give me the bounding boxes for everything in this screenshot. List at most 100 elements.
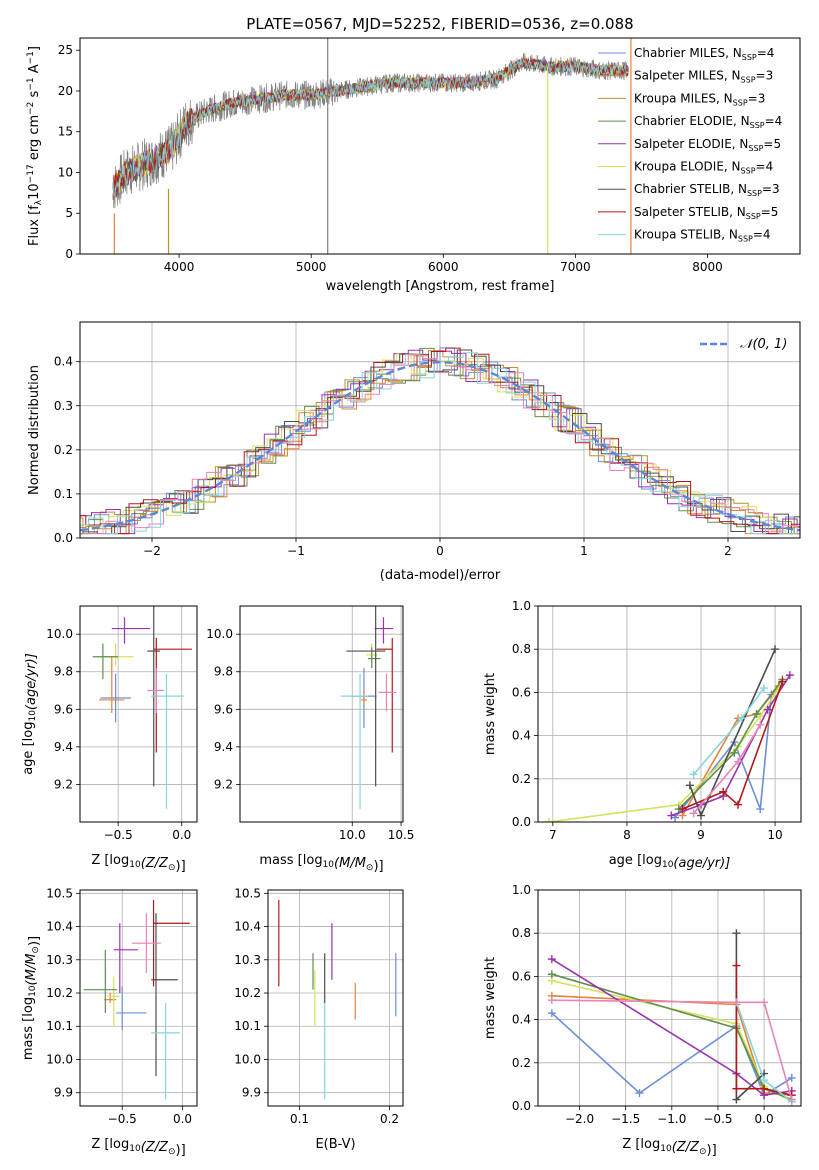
age-vs-Z-frame — [79, 605, 198, 823]
tick-label-y: 0.6 — [512, 685, 531, 699]
label-part: Salpeter MILES, N — [634, 69, 741, 83]
spectrum-frame — [79, 37, 801, 255]
tick-label-x: 8 — [623, 828, 631, 842]
label-part: −17 — [26, 164, 36, 183]
tick-label-x: 10.5 — [388, 828, 415, 842]
label-part: SSP — [733, 98, 748, 107]
label-part: erg cm — [27, 115, 42, 164]
x-axis-label-sub: 10 — [129, 1144, 141, 1154]
label-part: SSP — [741, 76, 756, 85]
errorbar-point-2 — [100, 643, 134, 667]
tick-label-y: 10.0 — [46, 627, 73, 641]
errorbar-point-3 — [92, 643, 119, 680]
series-marker — [785, 671, 794, 680]
series-marker — [760, 998, 769, 1007]
errorbar-point-3 — [367, 647, 381, 668]
x-axis-label-main: age [log — [609, 853, 662, 868]
y-axis-label: mass weight — [483, 673, 498, 755]
label-part: =3 — [756, 69, 774, 83]
legend-entry: Chabrier ELODIE, NSSP=4 — [634, 114, 782, 130]
series-marker — [787, 1095, 796, 1104]
histogram-step-7 — [80, 347, 800, 535]
tick-label-y: 9.6 — [54, 702, 73, 716]
series-marker — [763, 705, 772, 714]
legend-entry: 𝒩(0, 1) — [740, 337, 787, 352]
normal-curve — [80, 360, 800, 532]
figure-title: PLATE=0567, MJD=52252, FIBERID=0536, z=0… — [246, 15, 633, 33]
errorbar-point-5 — [151, 913, 178, 1077]
tick-label-y: 10.1 — [234, 1019, 261, 1033]
axes-mass-vs-ebv: 0.1 0.2 9.9 10.0 10.1 10.2 10.3 10.4 10.5 — [234, 886, 403, 1126]
tick-label-x: −1.0 — [657, 1112, 686, 1126]
x-axis-label-main: Z [log — [622, 1137, 660, 1152]
tick-label-y: 9.8 — [214, 665, 233, 679]
errorbar-point-4 — [374, 617, 394, 644]
x-axis-label-rest: (Z/Z — [141, 856, 169, 871]
errorbar-point-7 — [151, 1002, 181, 1100]
x-axis-label-sun: ⊙ — [168, 1147, 176, 1157]
mass-vs-Z-frame — [79, 889, 198, 1107]
series-line-6 — [682, 681, 784, 810]
series-marker — [732, 961, 741, 970]
legend-entry: Kroupa STELIB, NSSP=4 — [634, 228, 771, 244]
errorbar-point-8 — [147, 667, 164, 714]
series-marker — [689, 770, 698, 779]
x-axis-label-rest: (Z/Z — [672, 1140, 700, 1155]
series-marker — [787, 1073, 796, 1082]
x-axis-label-main: E(B-V) — [315, 1137, 355, 1152]
label-part: −1 — [26, 77, 36, 90]
label-part: A — [27, 64, 42, 77]
label-part: Kroupa MILES, N — [634, 91, 733, 105]
tick-label-x: 8000 — [692, 260, 723, 274]
series-marker — [760, 1076, 769, 1085]
errorbar-point-8 — [378, 673, 397, 712]
histogram-step-0 — [80, 347, 800, 535]
series-line-6 — [735, 965, 792, 1096]
series-marker — [730, 748, 739, 757]
label-part: =4 — [765, 114, 783, 128]
tick-label-y: 10.2 — [46, 986, 73, 1000]
tick-label-y: 9.8 — [54, 665, 73, 679]
tick-label-y: 1.0 — [512, 599, 531, 613]
tick-label-x: 4000 — [164, 260, 195, 274]
legend-entry: Chabrier MILES, NSSP=4 — [634, 46, 774, 62]
label-part: 10 — [27, 183, 42, 200]
legend-entry: Salpeter MILES, NSSP=3 — [634, 69, 773, 85]
tick-label-y: 9.9 — [242, 1086, 261, 1100]
x-axis-label-rest: (Z/Z — [141, 1140, 169, 1155]
massweight-vs-age-frame — [537, 605, 802, 823]
label-part: =4 — [753, 228, 771, 242]
series-line-3 — [678, 678, 784, 810]
x-axis-label-sun: ⊙ — [699, 1147, 707, 1157]
x-axis-label-main: Z [log — [91, 853, 129, 868]
tick-label-x: 7 — [549, 828, 557, 842]
tick-label-x: 10.0 — [339, 828, 366, 842]
legend-entry: Kroupa ELODIE, NSSP=4 — [634, 160, 773, 176]
axes-age-vs-Z: −0.5 0.0 9.2 9.4 9.6 9.8 10.0 — [46, 606, 197, 842]
x-axis-label-end: )] — [707, 1143, 717, 1158]
label-part: =4 — [756, 160, 774, 174]
tick-label-x: 2 — [724, 544, 732, 558]
lines-massweight-vs-age — [545, 645, 794, 822]
label-part: SSP — [742, 53, 757, 62]
series-marker — [685, 781, 694, 790]
label-part: =5 — [761, 205, 779, 219]
label-part: =3 — [762, 182, 780, 196]
tick-label-y: 9.4 — [54, 740, 73, 754]
tick-label-x: −0.5 — [108, 1112, 137, 1126]
series-marker — [752, 710, 761, 718]
x-axis-label: (data-model)/error — [380, 568, 501, 583]
x-axis-label: Z [log10(Z/Z⊙)] — [91, 1137, 185, 1158]
x-axis-label-sub: 10 — [129, 860, 141, 870]
tick-label-x: 9 — [697, 828, 705, 842]
tick-label-x: 1 — [580, 544, 588, 558]
tick-label-x: −0.5 — [703, 1112, 732, 1126]
series-marker — [778, 677, 787, 686]
plots: 4000 5000 6000 7000 80000510152025wavelength… — [21, 37, 802, 1158]
tick-label-y: 0.0 — [512, 1099, 531, 1113]
tick-label-y: 0.6 — [512, 969, 531, 983]
label-part: Kroupa ELODIE, N — [634, 160, 741, 174]
tick-label-y: 9.4 — [214, 740, 233, 754]
y-axis-label-sub: 10 — [28, 710, 38, 722]
y-axis-label: Normed distribution — [27, 365, 42, 495]
